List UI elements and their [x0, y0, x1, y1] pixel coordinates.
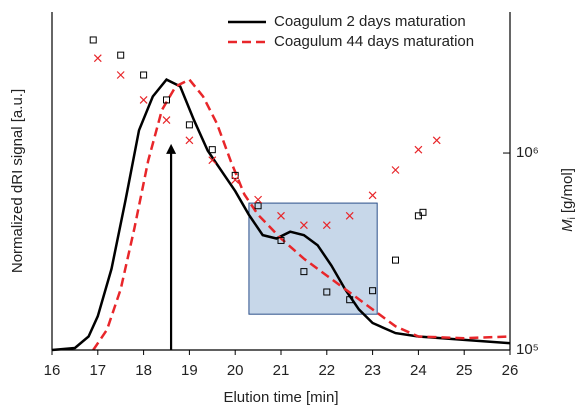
marker-x [299, 221, 308, 230]
x-tick-label: 19 [181, 362, 198, 379]
marker-x [345, 211, 354, 220]
marker-square [300, 268, 308, 276]
marker-square [89, 36, 97, 44]
x-tick-label: 16 [44, 362, 61, 379]
marker-x [93, 54, 102, 63]
y2-symbol: M [559, 219, 576, 232]
x-tick-label: 26 [502, 362, 519, 379]
marker-x [432, 136, 441, 145]
marker-square [231, 171, 239, 179]
marker-square [140, 71, 148, 79]
legend-label: Coagulum 2 days maturation [274, 13, 466, 30]
marker-square [392, 256, 399, 264]
x-tick-label: 20 [227, 362, 244, 379]
marker-square [323, 288, 331, 296]
marker-x [116, 71, 125, 79]
x-tick-label: 17 [89, 362, 106, 379]
y2-tick-label: 10⁵ [516, 341, 539, 358]
x-tick-label: 18 [135, 362, 152, 379]
data-line [92, 78, 511, 351]
x-axis-label: Elution time [min] [223, 389, 338, 406]
marker-x [162, 116, 171, 124]
marker-square [117, 51, 125, 59]
marker-x [414, 145, 423, 154]
marker-square [277, 236, 285, 244]
x-tick-label: 25 [456, 362, 473, 379]
y-axis-label: Normalized dRI signal [a.u.] [9, 89, 26, 273]
marker-x [139, 96, 148, 104]
y2-tick-label: 10⁶ [516, 144, 539, 161]
marker-x [185, 136, 194, 145]
data-line [51, 78, 511, 352]
legend-label: Coagulum 44 days maturation [274, 33, 474, 50]
marker-x [322, 221, 331, 230]
y2-unit: [g/mol] [559, 168, 576, 213]
y2-subscript: i [567, 217, 578, 219]
highlight-box [248, 202, 378, 315]
marker-x [254, 195, 263, 204]
x-tick-label: 24 [410, 362, 427, 379]
marker-square [208, 146, 216, 154]
marker-square [369, 287, 377, 295]
x-tick-label: 21 [273, 362, 290, 379]
marker-x [391, 166, 400, 174]
marker-square [185, 121, 193, 129]
marker-square [346, 296, 354, 304]
marker-x [231, 176, 240, 184]
arrow-head [166, 143, 177, 154]
marker-square [254, 202, 262, 210]
marker-x [277, 211, 285, 220]
y2-axis-label: Mi [g/mol] [559, 168, 578, 232]
marker-square [163, 96, 170, 104]
marker-x [368, 191, 377, 200]
marker-square [419, 208, 427, 216]
marker-x [208, 156, 217, 165]
x-tick-label: 23 [364, 362, 381, 379]
x-tick-label: 22 [318, 362, 335, 379]
